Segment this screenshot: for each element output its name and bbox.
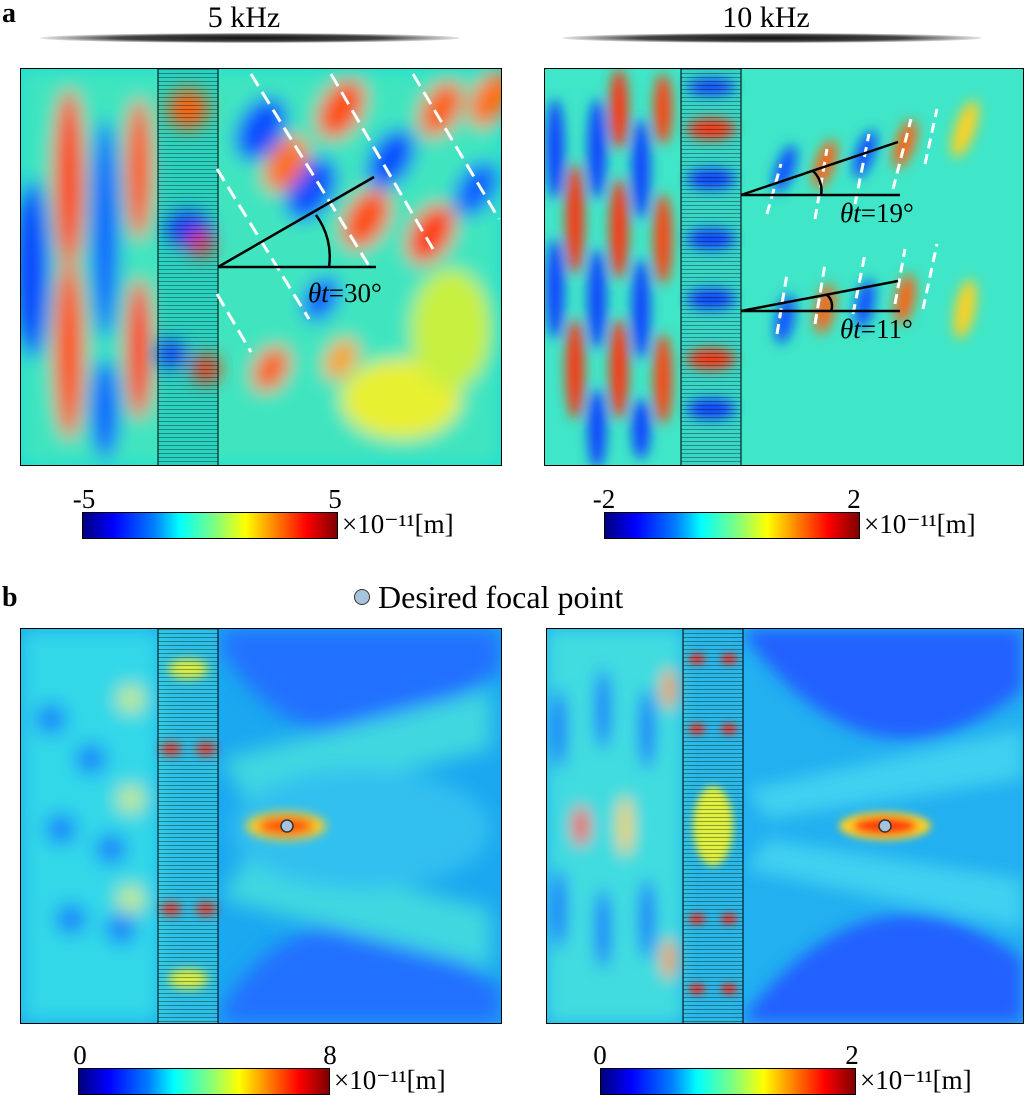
colorbar-b-left-unit: ×10⁻¹¹[m] (334, 1065, 446, 1095)
colorbar-b-left-min: 0 (73, 1040, 87, 1070)
focus-map-b-left (20, 628, 502, 1024)
colorbar-b-left-max: 8 (323, 1040, 337, 1070)
focal-point-marker-right (878, 819, 892, 833)
colorbar-b-right-unit: ×10⁻¹¹[m] (860, 1065, 972, 1095)
field-map-a-right (544, 68, 1024, 466)
legend: Desired focal point (354, 580, 623, 614)
colorbar-a-left-unit: ×10⁻¹¹[m] (342, 509, 454, 539)
colorbar-a-right-unit: ×10⁻¹¹[m] (864, 509, 976, 539)
panel-label-b: b (2, 582, 18, 613)
colorbar-b-left (78, 1068, 330, 1095)
colorbar-b-right (600, 1068, 856, 1095)
focal-point-legend-marker (354, 589, 370, 605)
title-5khz: 5 kHz (207, 1, 281, 34)
angle-label-a-right-top: θt=19° (840, 198, 914, 228)
legend-label: Desired focal point (378, 579, 624, 615)
colorbar-a-left-max: 5 (328, 484, 342, 514)
title-10khz: 10 kHz (722, 1, 810, 34)
colorbar-a-right (604, 512, 860, 539)
title-underline-left (40, 33, 460, 43)
colorbar-a-left (82, 512, 338, 539)
panel-label-a: a (2, 0, 16, 29)
colorbar-b-right-min: 0 (593, 1040, 607, 1070)
colorbar-b-right-max: 2 (845, 1040, 859, 1070)
colorbar-a-left-min: -5 (72, 484, 96, 514)
colorbar-a-right-min: -2 (592, 484, 616, 514)
focal-point-marker-left (280, 819, 294, 833)
title-underline-right (562, 33, 982, 43)
angle-label-a-left: θt=30° (308, 278, 382, 308)
colorbar-a-right-max: 2 (847, 484, 861, 514)
focus-map-b-right (546, 628, 1024, 1024)
field-map-a-left (20, 68, 502, 466)
angle-label-a-right-bottom: θt=11° (840, 314, 913, 344)
